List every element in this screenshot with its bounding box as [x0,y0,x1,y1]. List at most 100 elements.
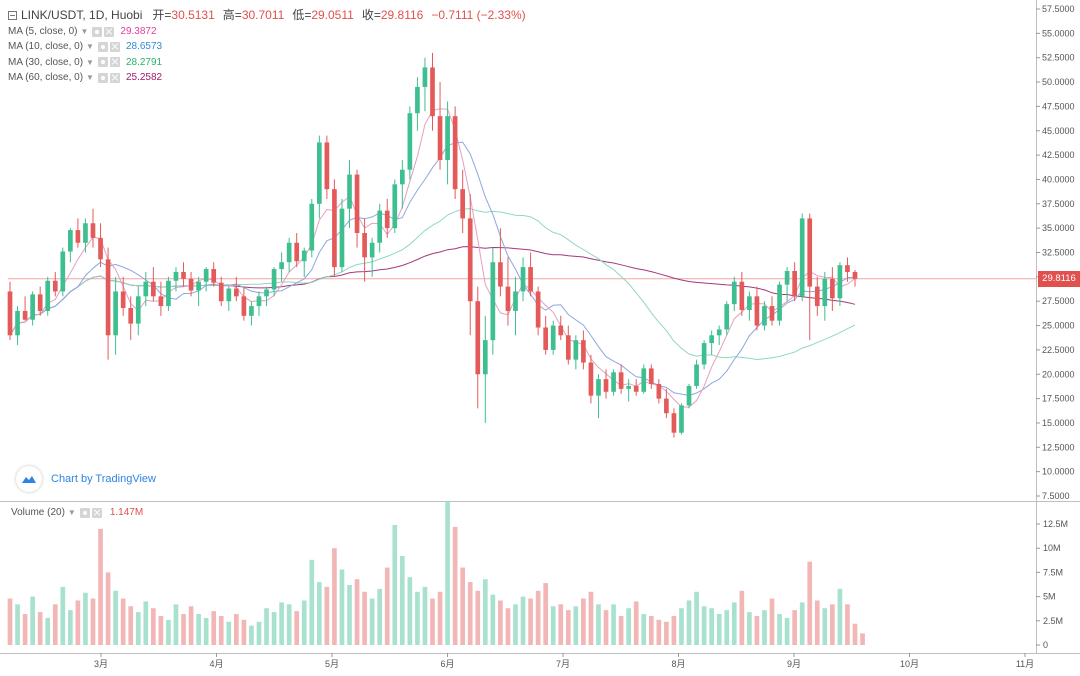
visibility-icon[interactable] [79,507,90,518]
candle [581,330,586,370]
candle [445,101,450,185]
close-icon[interactable] [109,72,120,83]
candle-body [90,223,96,238]
chevron-down-icon[interactable]: ▼ [86,73,94,83]
candle-body [520,267,526,292]
volume-bar [113,590,118,645]
candle [686,383,692,409]
price-tick-label: 32.5000 [1042,248,1075,258]
indicator-ma10[interactable]: MA (10, close, 0) ▼ 28.6573 [8,39,534,54]
chevron-down-icon[interactable]: ▼ [86,42,94,52]
price-axis[interactable]: 57.5000 55.0000 52.5000 50.0000 47.5000 45.00… [1036,4,1075,501]
candle-body [671,413,677,433]
price-tick-label: 45.0000 [1042,126,1075,136]
volume-bar [482,579,488,645]
volume-bar [611,604,616,645]
price-tick-label: 20.0000 [1042,369,1075,379]
chevron-down-icon[interactable]: ▼ [86,57,94,67]
candle [573,335,579,370]
visibility-icon[interactable] [97,41,108,52]
candle-body [807,218,813,287]
candle-body [339,208,345,268]
collapse-icon[interactable] [8,10,17,20]
candle [807,213,813,341]
candle [550,320,556,355]
chart-legend: LINK/USDT, 1D, Huobi 开= 30.5131 高= 30.70… [8,6,534,85]
visibility-icon[interactable] [97,57,108,68]
candle-body [852,271,858,279]
volume-bar [460,567,466,645]
candle-body [279,262,284,270]
volume-bar [241,619,247,645]
candle-body [701,343,707,365]
candle [784,267,790,302]
volume-bar [437,591,443,645]
volume-bar [490,594,496,645]
volume-legend[interactable]: Volume (20) ▼ 1.147M [11,507,143,518]
close-icon[interactable] [109,57,120,68]
time-axis[interactable]: 3月 4月 5月 6月 7月 8月 9月 10月 11月 [94,653,1034,669]
chevron-down-icon[interactable]: ▼ [67,508,76,517]
volume-bar [226,621,232,645]
candle-body [105,259,111,336]
volume-bar [626,608,631,645]
candle-body [754,296,760,326]
volume-bar [445,501,450,645]
volume-bar [679,608,684,645]
candle-body [814,286,820,307]
tradingview-attribution[interactable]: Chart by TradingView [16,466,156,492]
candle [731,276,737,311]
candle-body [120,291,126,309]
candle-body [399,169,405,185]
close-icon[interactable] [91,507,102,518]
volume-bar [543,583,549,645]
volume-bar [528,598,533,645]
candle [407,106,413,180]
volume-bar [399,555,405,645]
volume-bar [852,623,858,645]
close-icon[interactable] [104,26,115,37]
candle-body [777,284,782,321]
candle-body [83,223,88,243]
candle [520,257,526,302]
volume-bar [279,602,284,645]
candle [105,247,111,360]
candle [158,281,164,316]
volume-bar [724,610,730,645]
close-icon[interactable] [109,41,120,52]
candle-body [543,327,549,350]
candle [37,286,43,316]
volume-bar [860,633,865,645]
tradingview-link[interactable]: Chart by TradingView [51,473,156,485]
indicator-ma30[interactable]: MA (30, close, 0) ▼ 28.2791 [8,55,534,70]
visibility-icon[interactable] [97,72,108,83]
candle-body [475,301,481,375]
candle-body [22,310,28,320]
indicator-ma60[interactable]: MA (60, close, 0) ▼ 25.2582 [8,70,534,85]
candle-body [747,296,752,310]
visibility-icon[interactable] [92,26,103,37]
candle [437,82,443,170]
candle [15,306,20,346]
candle-body [98,237,103,260]
volume-bar [535,590,541,645]
candle [399,159,405,209]
candle [671,408,677,438]
candle-body [633,385,639,392]
volume-bar [196,614,201,645]
candle [83,218,88,253]
indicator-ma5[interactable]: MA (5, close, 0) ▼ 29.3872 [8,24,534,39]
chevron-down-icon[interactable]: ▼ [80,27,89,37]
candle [226,286,232,311]
price-tick-label: 10.0000 [1042,467,1075,477]
candle-body [264,289,269,297]
candle-body [309,203,315,251]
change-value: −0.7111 (−2.33%) [431,7,526,22]
volume-axis[interactable]: 12.5M 10M 7.5M 5M 2.5M 0 [1036,519,1068,650]
volume-bar [7,598,13,645]
price-tick-label: 27.5000 [1042,296,1075,306]
volume-bar [467,582,473,645]
ma30-line [9,208,856,361]
